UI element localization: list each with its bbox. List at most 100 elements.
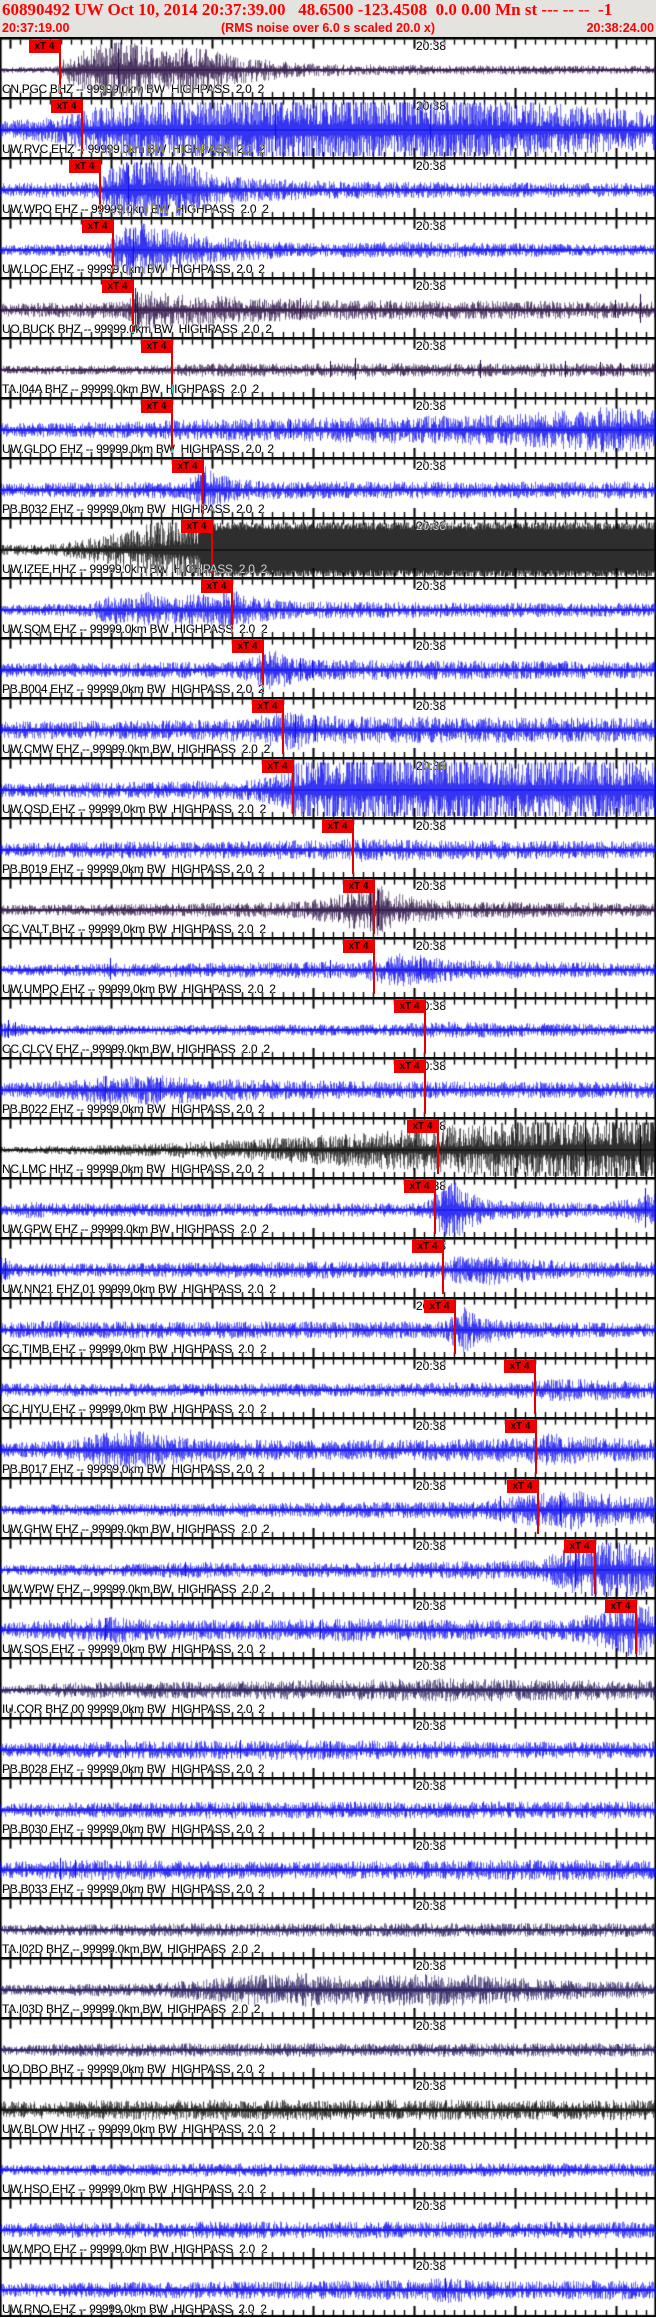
trace-row[interactable]: 20:38 UW.HSO EHZ -- 99999.0km BW HIGHPAS…	[0, 2137, 656, 2197]
pick-flag[interactable]: xT 4	[343, 940, 374, 953]
pick-flag[interactable]: xT 4	[504, 1360, 535, 1373]
trace-row[interactable]: 20:38 xT 4 UW.LOC EHZ -- 99999.0km BW HI…	[0, 217, 656, 277]
pick-flag[interactable]: xT 4	[102, 280, 133, 293]
waveform-canvas[interactable]	[0, 2077, 656, 2137]
pick-flag[interactable]: xT 4	[605, 1600, 636, 1613]
trace-row[interactable]: 20:38 UW.BLOW HHZ -- 99999.0km BW HIGHPA…	[0, 2077, 656, 2137]
waveform-canvas[interactable]	[0, 1177, 656, 1237]
trace-row[interactable]: 20:38 xT 4 TA.I04A BHZ -- 99999.0km BW H…	[0, 337, 656, 397]
trace-row[interactable]: 20:38 xT 4 CC.VALT BHZ -- 99999.0km BW H…	[0, 877, 656, 937]
waveform-canvas[interactable]	[0, 37, 656, 97]
waveform-canvas[interactable]	[0, 1237, 656, 1297]
trace-row[interactable]: 20:38 xT 4 CC.CLCV EHZ -- 99999.0km BW H…	[0, 997, 656, 1057]
trace-row[interactable]: 20:38 xT 4 PB.B004 EHZ -- 99999.0km BW H…	[0, 637, 656, 697]
trace-row[interactable]: 20:38 xT 4 UW.IZEE HHZ -- 99999.0km BW H…	[0, 517, 656, 577]
trace-row[interactable]: 20:38 xT 4 UW.WPO EHZ -- 99999.0km BW HI…	[0, 157, 656, 217]
waveform-canvas[interactable]	[0, 1417, 656, 1477]
trace-row[interactable]: 20:38 UW.MPO EHZ -- 99999.0km BW HIGHPAS…	[0, 2197, 656, 2257]
trace-row[interactable]: 20:38 xT 4 PB.B022 EHZ -- 99999.0km BW H…	[0, 1057, 656, 1117]
waveform-canvas[interactable]	[0, 457, 656, 517]
pick-flag[interactable]: xT 4	[172, 460, 203, 473]
waveform-canvas[interactable]	[0, 1477, 656, 1537]
waveform-canvas[interactable]	[0, 577, 656, 637]
trace-row[interactable]: 20:38 xT 4 UW.CMW EHZ -- 99999.0km BW HI…	[0, 697, 656, 757]
pick-flag[interactable]: xT 4	[424, 1300, 455, 1313]
waveform-canvas[interactable]	[0, 2137, 656, 2197]
trace-row[interactable]: 20:38 xT 4 PB.B032 EHZ -- 99999.0km BW H…	[0, 457, 656, 517]
waveform-canvas[interactable]	[0, 157, 656, 217]
waveform-canvas[interactable]	[0, 2017, 656, 2077]
trace-row[interactable]: 20:38 xT 4 UW.WPW EHZ -- 99999.0km BW HI…	[0, 1537, 656, 1597]
trace-row[interactable]: 20:38 xT 4 CC.HIYU EHZ -- 99999.0km BW H…	[0, 1357, 656, 1417]
waveform-canvas[interactable]	[0, 1597, 656, 1657]
trace-row[interactable]: 20:38 xT 4 CN.PGC BHZ -- 99999.0km BW HI…	[0, 37, 656, 97]
waveform-canvas[interactable]	[0, 2257, 656, 2317]
trace-row[interactable]: 20:38 xT 4 PB.B019 EHZ -- 99999.0km BW H…	[0, 817, 656, 877]
waveform-canvas[interactable]	[0, 1897, 656, 1957]
pick-flag[interactable]: xT 4	[141, 340, 172, 353]
waveform-canvas[interactable]	[0, 1717, 656, 1777]
waveform-canvas[interactable]	[0, 337, 656, 397]
pick-flag[interactable]: xT 4	[507, 1480, 538, 1493]
pick-flag[interactable]: xT 4	[252, 700, 283, 713]
pick-flag[interactable]: xT 4	[82, 220, 113, 233]
trace-row[interactable]: 20:38 xT 4 UW.RVC EHZ -- 99999.0km BW HI…	[0, 97, 656, 157]
pick-flag[interactable]: xT 4	[412, 1240, 443, 1253]
pick-flag[interactable]: xT 4	[141, 400, 172, 413]
pick-flag[interactable]: xT 4	[404, 1180, 435, 1193]
waveform-canvas[interactable]	[0, 1777, 656, 1837]
waveform-canvas[interactable]	[0, 1657, 656, 1717]
trace-row[interactable]: 20:38 xT 4 UW.GHW EHZ -- 99999.0km BW HI…	[0, 1477, 656, 1537]
trace-row[interactable]: 20:38 TA.I02D BHZ -- 99999.0km BW HIGHPA…	[0, 1897, 656, 1957]
pick-flag[interactable]: xT 4	[343, 880, 374, 893]
waveform-canvas[interactable]	[0, 757, 656, 817]
waveform-canvas[interactable]	[0, 1057, 656, 1117]
waveform-canvas[interactable]	[0, 697, 656, 757]
waveform-canvas[interactable]	[0, 637, 656, 697]
trace-row[interactable]: 20:38 xT 4 UW.SOS EHZ -- 99999.0km BW HI…	[0, 1597, 656, 1657]
pick-flag[interactable]: xT 4	[232, 640, 263, 653]
waveform-canvas[interactable]	[0, 1957, 656, 2017]
waveform-canvas[interactable]	[0, 1537, 656, 1597]
trace-row[interactable]: 20:38 IU.COR BHZ 00 99999.0km BW HIGHPAS…	[0, 1657, 656, 1717]
waveform-canvas[interactable]	[0, 1837, 656, 1897]
trace-row[interactable]: 20:38 UO.DBO BHZ -- 99999.0km BW HIGHPAS…	[0, 2017, 656, 2077]
waveform-canvas[interactable]	[0, 1357, 656, 1417]
waveform-canvas[interactable]	[0, 1117, 656, 1177]
trace-row[interactable]: 20:38 xT 4 UO.BUCK BHZ -- 99999.0km BW H…	[0, 277, 656, 337]
pick-flag[interactable]: xT 4	[29, 40, 60, 53]
waveform-canvas[interactable]	[0, 1297, 656, 1357]
pick-flag[interactable]: xT 4	[262, 760, 293, 773]
waveform-canvas[interactable]	[0, 937, 656, 997]
trace-row[interactable]: 20:38 xT 4 UW.GPW EHZ -- 99999.0km BW HI…	[0, 1177, 656, 1237]
trace-row[interactable]: 20:38 PB.B028 EHZ -- 99999.0km BW HIGHPA…	[0, 1717, 656, 1777]
pick-flag[interactable]: xT 4	[51, 100, 82, 113]
pick-flag[interactable]: xT 4	[181, 520, 212, 533]
waveform-canvas[interactable]	[0, 997, 656, 1057]
trace-row[interactable]: 20:38 TA.I03D BHZ -- 99999.0km BW HIGHPA…	[0, 1957, 656, 2017]
trace-row[interactable]: 20:38 xT 4 UW.UMPQ EHZ -- 99999.0km BW H…	[0, 937, 656, 997]
trace-row[interactable]: 20:38 xT 4 UW.NN21 EHZ 01 99999.0km BW H…	[0, 1237, 656, 1297]
waveform-canvas[interactable]	[0, 397, 656, 457]
trace-row[interactable]: 20:38 xT 4 UW.QSD EHZ -- 99999.0km BW HI…	[0, 757, 656, 817]
trace-row[interactable]: 20:38 PB.B033 EHZ -- 99999.0km BW HIGHPA…	[0, 1837, 656, 1897]
trace-row[interactable]: 20:38 PB.B030 EHZ -- 99999.0km BW HIGHPA…	[0, 1777, 656, 1837]
trace-row[interactable]: 20:38 UW.RNO EHZ -- 99999.0km BW HIGHPAS…	[0, 2257, 656, 2317]
trace-row[interactable]: 20:38 xT 4 UW.SQM EHZ -- 99999.0km BW HI…	[0, 577, 656, 637]
waveform-canvas[interactable]	[0, 877, 656, 937]
trace-row[interactable]: 20:38 xT 4 NC.LMC HHZ -- 99999.0km BW HI…	[0, 1117, 656, 1177]
pick-flag[interactable]: xT 4	[564, 1540, 595, 1553]
trace-row[interactable]: 20:38 xT 4 UW.GLDO EHZ -- 99999.0km BW H…	[0, 397, 656, 457]
pick-flag[interactable]: xT 4	[69, 160, 100, 173]
trace-row[interactable]: 20:38 xT 4 PB.B017 EHZ -- 99999.0km BW H…	[0, 1417, 656, 1477]
trace-row[interactable]: 20:38 xT 4 CC.TIMB EHZ -- 99999.0km BW H…	[0, 1297, 656, 1357]
waveform-canvas[interactable]	[0, 517, 656, 577]
pick-flag[interactable]: xT 4	[201, 580, 232, 593]
waveform-canvas[interactable]	[0, 2197, 656, 2257]
pick-flag[interactable]: xT 4	[322, 820, 353, 833]
pick-flag[interactable]: xT 4	[394, 1060, 425, 1073]
pick-flag[interactable]: xT 4	[407, 1120, 438, 1133]
pick-flag[interactable]: xT 4	[394, 1000, 425, 1013]
pick-flag[interactable]: xT 4	[505, 1420, 536, 1433]
waveform-canvas[interactable]	[0, 97, 656, 157]
